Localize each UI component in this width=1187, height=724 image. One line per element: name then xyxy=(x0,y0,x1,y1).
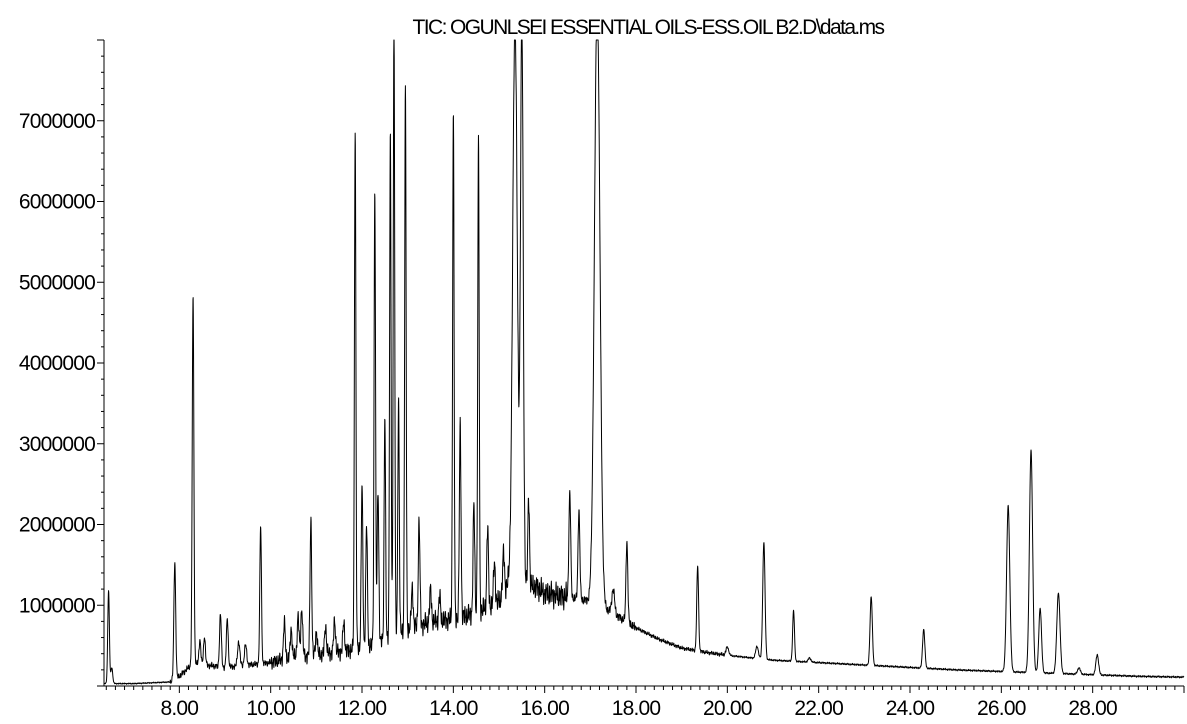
x-tick-label: 10.00 xyxy=(246,697,295,720)
x-tick-label: 12.00 xyxy=(338,697,387,720)
plot-area xyxy=(103,39,1185,685)
y-axis: 1000000 2000000 3000000 4000000 5000000 60000… xyxy=(19,39,105,687)
x-tick-label: 8.00 xyxy=(161,697,199,720)
x-tick-label: 26.00 xyxy=(977,697,1026,720)
x-axis: 8.00 10.00 12.00 14.00 16.00 18.00 20.00 22.00 2… xyxy=(104,685,1185,720)
x-tick-label: 20.00 xyxy=(703,697,752,720)
x-tick-label: 14.00 xyxy=(429,697,478,720)
x-tick-label: 28.00 xyxy=(1068,697,1117,720)
x-tick-label: 22.00 xyxy=(794,697,843,720)
x-tick-label: 18.00 xyxy=(612,697,661,720)
y-tick-label: 4000000 xyxy=(19,352,95,375)
y-tick-label: 3000000 xyxy=(19,433,95,456)
x-tick-label: 16.00 xyxy=(520,697,569,720)
y-tick-label: 2000000 xyxy=(19,514,95,537)
y-tick-label: 7000000 xyxy=(19,110,95,133)
x-tick-label: 24.00 xyxy=(886,697,935,720)
tic-trace-line xyxy=(103,39,1185,685)
chart-title: TIC: OGUNLSEI ESSENTIAL OILS-ESS.OIL B2.… xyxy=(413,16,885,39)
y-tick-label: 5000000 xyxy=(19,271,95,294)
y-tick-label: 6000000 xyxy=(19,191,95,214)
y-tick-label: 1000000 xyxy=(19,594,95,617)
